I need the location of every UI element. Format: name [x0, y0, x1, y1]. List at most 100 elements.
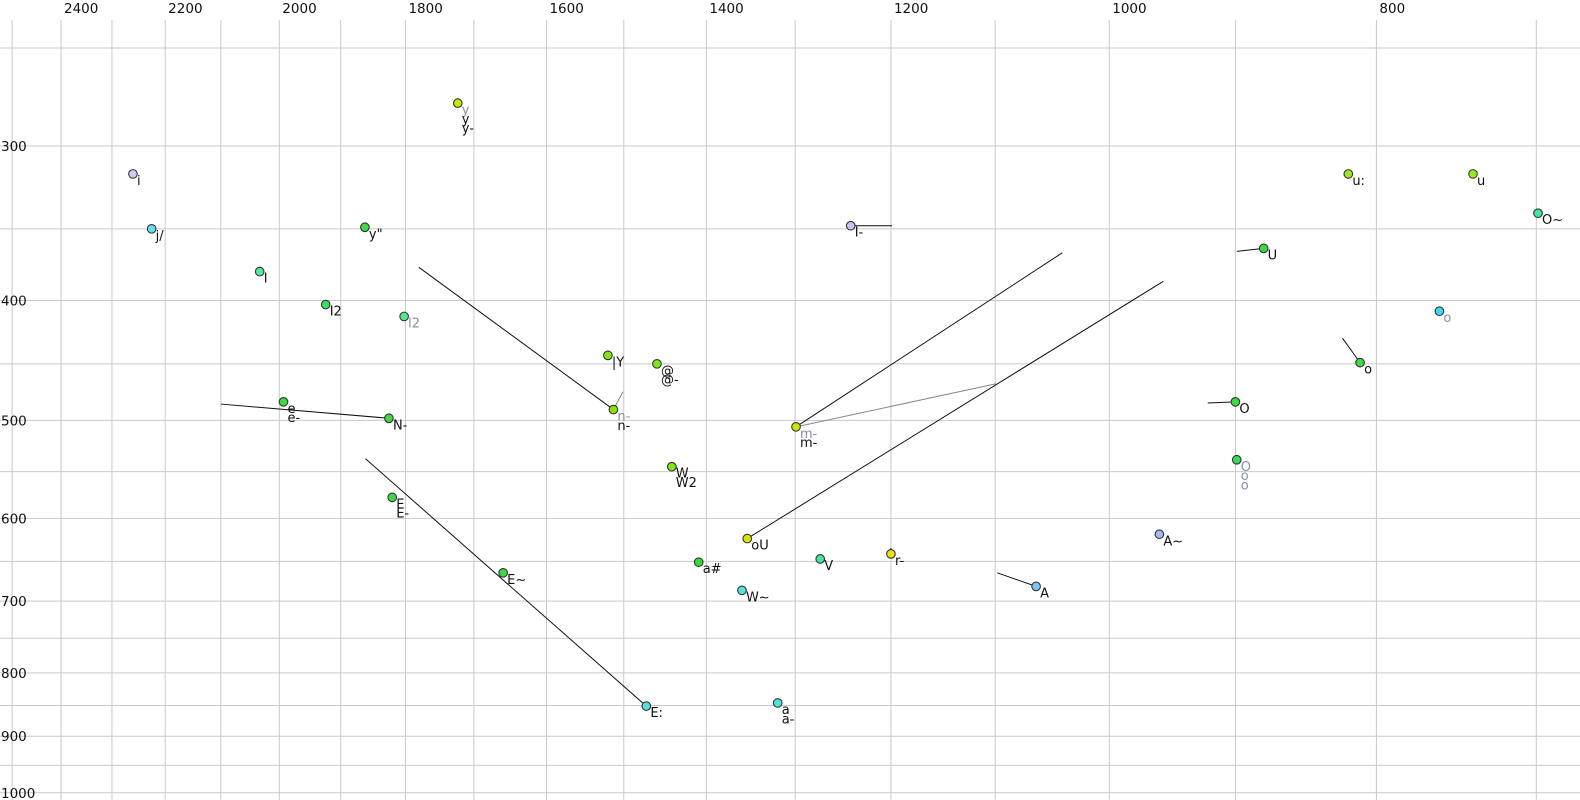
point-label: e	[288, 402, 296, 417]
data-point[interactable]	[1468, 169, 1478, 179]
data-point[interactable]	[693, 557, 704, 568]
x-axis-tick-label: 1800	[408, 1, 442, 17]
point-label: O	[1241, 460, 1251, 475]
trajectory-line	[795, 383, 997, 428]
point-label: W2	[676, 476, 697, 491]
point-label: l2	[408, 316, 420, 331]
point-label: o	[1364, 363, 1372, 378]
trajectory-line	[1342, 337, 1361, 363]
point-label: a	[782, 703, 790, 718]
point-label: @	[661, 364, 674, 379]
point-label: y	[462, 103, 470, 118]
point-label: I2	[330, 305, 342, 320]
point-label: m-	[800, 427, 818, 442]
data-point[interactable]	[666, 461, 677, 472]
point-label: U	[1268, 248, 1278, 263]
data-point[interactable]	[772, 698, 783, 708]
point-label: A	[1040, 586, 1049, 601]
trajectory-line	[795, 252, 1063, 428]
point-label: y-	[462, 122, 474, 137]
data-point[interactable]	[608, 404, 619, 415]
x-axis-tick-label: 2000	[282, 1, 316, 17]
data-point[interactable]	[1258, 243, 1269, 254]
point-label: @-	[661, 373, 679, 388]
point-label: o	[1443, 311, 1451, 326]
point-label: y"	[369, 227, 383, 242]
y-axis-tick-label: 800	[1, 666, 27, 682]
data-point[interactable]	[1230, 396, 1241, 407]
x-axis-tick-label: 2200	[168, 1, 202, 17]
point-label: a#	[703, 562, 722, 577]
data-point[interactable]	[146, 223, 157, 234]
point-label: m-	[800, 436, 818, 451]
data-point[interactable]	[1355, 357, 1365, 368]
data-point[interactable]	[1533, 208, 1543, 219]
point-label: V	[824, 559, 833, 574]
trajectory-line	[365, 458, 647, 707]
point-label: W~	[746, 590, 770, 605]
data-point[interactable]	[1031, 581, 1041, 592]
point-label: O	[1239, 402, 1249, 417]
data-point[interactable]	[652, 358, 662, 369]
point-label: E:	[650, 706, 663, 721]
y-axis-tick-label: 1000	[1, 786, 35, 800]
data-point[interactable]	[1434, 306, 1445, 317]
data-point[interactable]	[845, 220, 856, 231]
data-point[interactable]	[387, 492, 398, 503]
point-label: u:	[1352, 174, 1365, 189]
data-point[interactable]	[815, 554, 826, 564]
point-label: u	[1477, 174, 1485, 189]
point-label: I-	[855, 226, 864, 241]
data-point[interactable]	[1231, 454, 1242, 465]
point-label: y	[462, 112, 470, 127]
data-point[interactable]	[128, 169, 138, 179]
point-label: N-	[393, 418, 408, 433]
point-label: n-	[617, 410, 630, 425]
data-point[interactable]	[278, 396, 289, 407]
data-point[interactable]	[384, 413, 394, 424]
data-point[interactable]	[603, 350, 613, 361]
trajectory-line	[220, 403, 389, 419]
data-point[interactable]	[452, 98, 463, 108]
point-label: o	[1241, 469, 1249, 484]
point-label: o	[1241, 478, 1249, 493]
x-axis-tick-label: 2400	[64, 1, 98, 17]
point-label: n-	[617, 419, 630, 434]
data-point[interactable]	[498, 567, 508, 578]
y-axis-tick-label: 900	[1, 729, 27, 745]
x-axis-tick-label: 800	[1379, 1, 1405, 17]
data-point[interactable]	[320, 299, 331, 310]
point-label: a-	[782, 712, 795, 727]
data-point[interactable]	[1154, 529, 1165, 540]
data-point[interactable]	[791, 421, 801, 432]
y-axis-tick-label: 300	[1, 139, 27, 155]
data-point[interactable]	[742, 533, 753, 544]
x-axis-tick-label: 1000	[1112, 1, 1146, 17]
point-label: i	[137, 174, 141, 189]
y-axis-tick-label: 600	[1, 511, 27, 527]
data-point[interactable]	[886, 549, 896, 559]
y-axis-tick-label: 400	[1, 294, 27, 310]
data-point[interactable]	[254, 266, 265, 277]
y-axis-tick-label: 500	[1, 413, 27, 429]
trajectory-line	[418, 266, 614, 410]
data-point[interactable]	[1343, 169, 1354, 179]
point-label: E-	[396, 507, 409, 522]
trajectory-line	[746, 280, 1164, 540]
data-point[interactable]	[399, 311, 409, 322]
point-label: oU	[751, 539, 768, 554]
point-label: A~	[1163, 534, 1183, 549]
point-label: E	[396, 497, 404, 512]
point-label: O~	[1542, 213, 1563, 228]
y-axis-tick-label: 700	[1, 594, 27, 610]
point-label: W	[676, 467, 689, 482]
data-point[interactable]	[360, 222, 370, 233]
data-point[interactable]	[641, 701, 652, 711]
data-point[interactable]	[737, 585, 747, 596]
point-label: E~	[507, 573, 526, 588]
x-axis-tick-label: 1200	[894, 1, 928, 17]
point-label: j/	[155, 229, 165, 244]
point-label: I	[264, 272, 268, 287]
